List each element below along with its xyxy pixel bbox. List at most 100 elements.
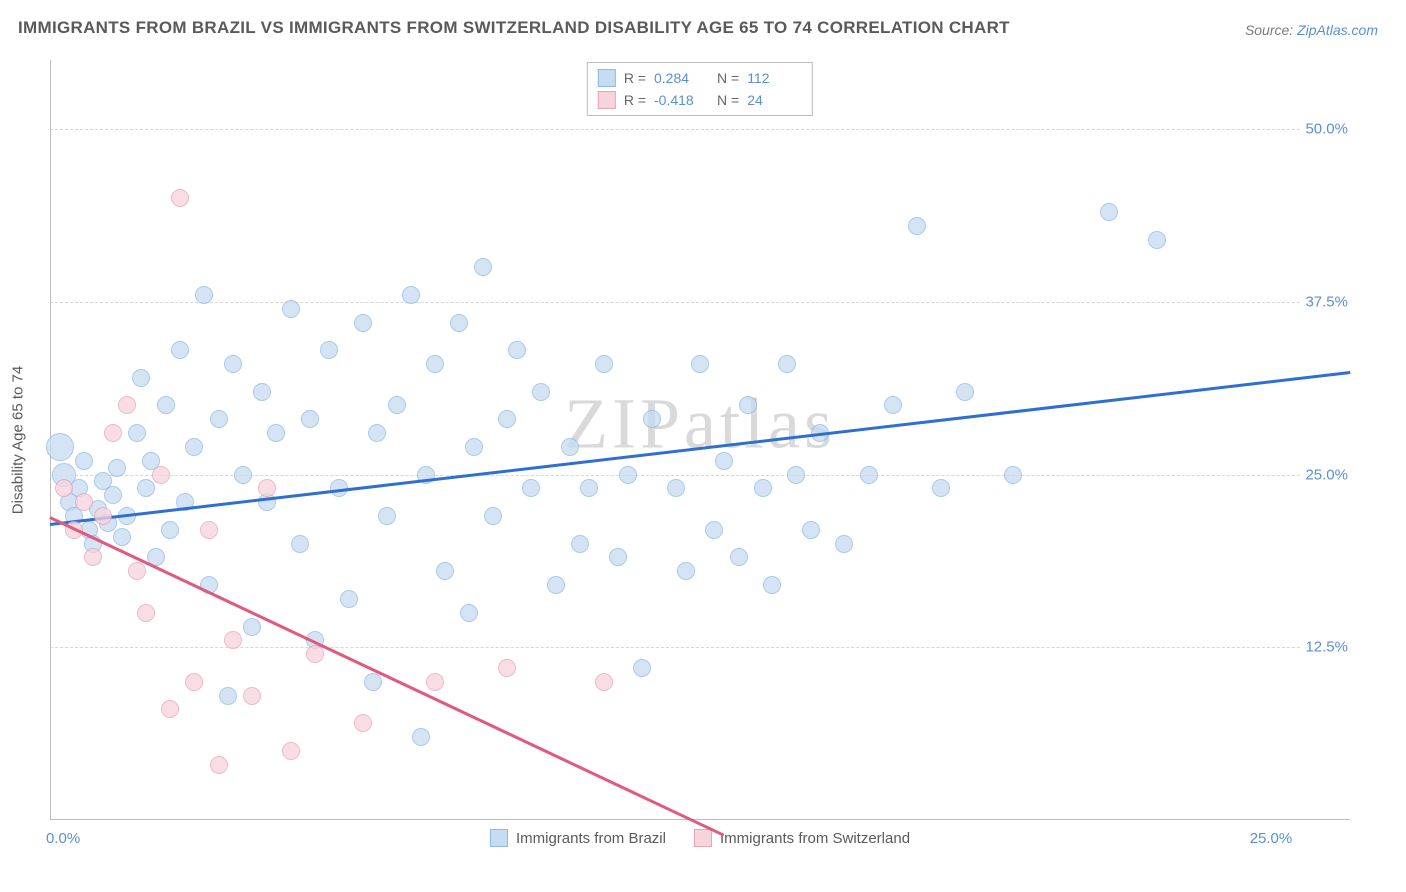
data-point bbox=[128, 562, 146, 580]
data-point bbox=[75, 452, 93, 470]
legend-row-brazil: R = 0.284 N = 112 bbox=[598, 67, 802, 89]
data-point bbox=[118, 396, 136, 414]
data-point bbox=[860, 466, 878, 484]
data-point bbox=[368, 424, 386, 442]
data-point bbox=[498, 410, 516, 428]
data-point bbox=[104, 486, 122, 504]
data-point bbox=[595, 355, 613, 373]
data-point bbox=[291, 535, 309, 553]
data-point bbox=[267, 424, 285, 442]
data-point bbox=[778, 355, 796, 373]
data-point bbox=[402, 286, 420, 304]
data-point bbox=[301, 410, 319, 428]
n-label: N = bbox=[717, 67, 739, 89]
data-point bbox=[884, 396, 902, 414]
swatch-switzerland bbox=[694, 829, 712, 847]
data-point bbox=[378, 507, 396, 525]
data-point bbox=[1148, 231, 1166, 249]
data-point bbox=[108, 459, 126, 477]
r-value-brazil: 0.284 bbox=[654, 67, 709, 89]
data-point bbox=[561, 438, 579, 456]
data-point bbox=[1004, 466, 1022, 484]
data-point bbox=[354, 714, 372, 732]
data-point bbox=[498, 659, 516, 677]
correlation-legend: R = 0.284 N = 112 R = -0.418 N = 24 bbox=[587, 62, 813, 116]
legend-item-brazil: Immigrants from Brazil bbox=[490, 829, 666, 847]
data-point bbox=[633, 659, 651, 677]
data-point bbox=[195, 286, 213, 304]
swatch-brazil bbox=[598, 69, 616, 87]
data-point bbox=[306, 645, 324, 663]
data-point bbox=[460, 604, 478, 622]
x-tick-label: 0.0% bbox=[46, 830, 80, 847]
data-point bbox=[522, 479, 540, 497]
data-point bbox=[224, 631, 242, 649]
source-link[interactable]: ZipAtlas.com bbox=[1297, 22, 1378, 38]
data-point bbox=[185, 673, 203, 691]
data-point bbox=[364, 673, 382, 691]
r-label: R = bbox=[624, 89, 646, 111]
legend-item-switzerland: Immigrants from Switzerland bbox=[694, 829, 910, 847]
data-point bbox=[532, 383, 550, 401]
data-point bbox=[84, 548, 102, 566]
data-point bbox=[94, 507, 112, 525]
data-point bbox=[243, 618, 261, 636]
data-point bbox=[465, 438, 483, 456]
data-point bbox=[412, 728, 430, 746]
data-point bbox=[46, 433, 74, 461]
n-value-brazil: 112 bbox=[747, 67, 802, 89]
x-tick-label: 25.0% bbox=[1250, 830, 1293, 847]
data-point bbox=[705, 521, 723, 539]
watermark: ZIPatlas bbox=[564, 383, 836, 466]
r-value-switzerland: -0.418 bbox=[654, 89, 709, 111]
data-point bbox=[185, 438, 203, 456]
data-point bbox=[474, 258, 492, 276]
data-point bbox=[340, 590, 358, 608]
data-point bbox=[55, 479, 73, 497]
data-point bbox=[426, 355, 444, 373]
data-point bbox=[580, 479, 598, 497]
data-point bbox=[802, 521, 820, 539]
data-point bbox=[171, 189, 189, 207]
chart-title: IMMIGRANTS FROM BRAZIL VS IMMIGRANTS FRO… bbox=[18, 18, 1010, 38]
data-point bbox=[595, 673, 613, 691]
data-point bbox=[1100, 203, 1118, 221]
data-point bbox=[161, 521, 179, 539]
data-point bbox=[224, 355, 242, 373]
n-value-switzerland: 24 bbox=[747, 89, 802, 111]
data-point bbox=[956, 383, 974, 401]
data-point bbox=[282, 742, 300, 760]
gridline bbox=[50, 302, 1350, 303]
swatch-switzerland bbox=[598, 91, 616, 109]
legend-label: Immigrants from Switzerland bbox=[720, 830, 910, 847]
data-point bbox=[508, 341, 526, 359]
data-point bbox=[354, 314, 372, 332]
scatter-plot: ZIPatlas Disability Age 65 to 74 R = 0.2… bbox=[50, 60, 1350, 820]
data-point bbox=[137, 479, 155, 497]
data-point bbox=[932, 479, 950, 497]
data-point bbox=[210, 756, 228, 774]
data-point bbox=[388, 396, 406, 414]
data-point bbox=[643, 410, 661, 428]
data-point bbox=[137, 604, 155, 622]
gridline bbox=[50, 129, 1350, 130]
data-point bbox=[210, 410, 228, 428]
data-point bbox=[763, 576, 781, 594]
data-point bbox=[908, 217, 926, 235]
source-label: Source: bbox=[1245, 22, 1293, 38]
y-tick-label: 25.0% bbox=[1301, 466, 1352, 483]
swatch-brazil bbox=[490, 829, 508, 847]
data-point bbox=[571, 535, 589, 553]
data-point bbox=[609, 548, 627, 566]
data-point bbox=[484, 507, 502, 525]
gridline bbox=[50, 647, 1350, 648]
data-point bbox=[128, 424, 146, 442]
data-point bbox=[715, 452, 733, 470]
data-point bbox=[219, 687, 237, 705]
data-point bbox=[234, 466, 252, 484]
n-label: N = bbox=[717, 89, 739, 111]
data-point bbox=[171, 341, 189, 359]
data-point bbox=[243, 687, 261, 705]
data-point bbox=[730, 548, 748, 566]
data-point bbox=[253, 383, 271, 401]
